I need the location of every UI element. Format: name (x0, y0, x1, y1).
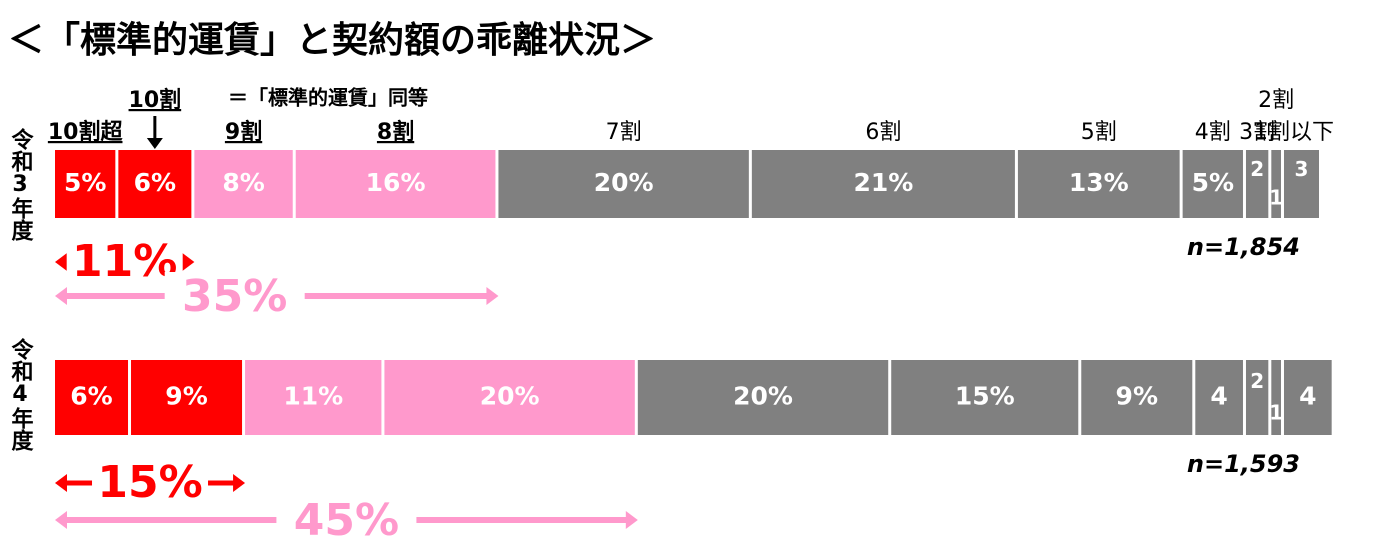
value-label: 2 (1250, 157, 1264, 181)
category-label: 9割 (225, 119, 262, 145)
bar-segment (131, 360, 243, 435)
note: ＝「標準的運賃」同等 (228, 86, 428, 110)
arrow-head (55, 511, 67, 529)
category-label: 7割 (606, 120, 642, 145)
category-label: 3割 (1239, 120, 1275, 145)
bar-segment (1245, 150, 1269, 218)
label-bg (164, 272, 305, 320)
value-label: 3 (1295, 157, 1309, 181)
n-label: n=1,593 (1187, 450, 1300, 478)
bar-segment (1017, 150, 1180, 218)
category-label: 8割 (377, 119, 414, 145)
bar-segment (384, 360, 635, 435)
pointer-head (146, 138, 163, 149)
bar-segment (1182, 150, 1243, 218)
bar-segment (55, 360, 129, 435)
arrow-head (486, 287, 499, 305)
share-label: 11% (72, 236, 177, 287)
arrow-head (55, 474, 67, 492)
row-label: 令和3年度 (8, 127, 34, 242)
category-label: 10割 (129, 87, 182, 113)
value-label: 4 (1299, 382, 1316, 411)
arrow-head (625, 511, 638, 529)
category-label: 6割 (865, 120, 901, 145)
category-label: 1割以下 (1254, 120, 1334, 145)
bar-segment (1283, 150, 1319, 218)
value-label: 15% (955, 382, 1015, 411)
share-label: 45% (294, 495, 399, 546)
arrow-head (55, 253, 67, 271)
label-bg (92, 461, 209, 505)
bar-segment (1195, 360, 1243, 435)
category-label: 2割 (1258, 88, 1294, 113)
bar-segment (1283, 360, 1332, 435)
category-label: 4割 (1195, 120, 1231, 145)
share-label: 35% (182, 271, 287, 322)
bar-segment (118, 150, 192, 218)
bar-segment (1271, 360, 1281, 435)
value-label: 6% (70, 382, 112, 411)
category-label: 10割超 (48, 119, 124, 145)
value-label: 8% (222, 168, 264, 197)
value-label: 5% (1192, 168, 1234, 197)
bar-segment (295, 150, 496, 218)
value-label: 1 (1269, 185, 1283, 209)
value-label: 6% (134, 168, 176, 197)
arrow-head (182, 253, 195, 271)
arrow-head (55, 287, 67, 305)
value-label: 9% (1116, 382, 1158, 411)
value-label: 5% (64, 168, 106, 197)
n-label: n=1,854 (1187, 233, 1300, 261)
value-label: 11% (283, 382, 343, 411)
bar-segment (751, 150, 1015, 218)
label-bg (276, 496, 417, 544)
value-label: 20% (594, 168, 654, 197)
bar-segment (1245, 360, 1269, 435)
value-label: 1 (1269, 401, 1283, 425)
bar-segment (1271, 150, 1281, 218)
value-label: 20% (480, 382, 540, 411)
bar-segment (498, 150, 749, 218)
share-label: 15% (97, 457, 202, 508)
value-label: 4 (1210, 382, 1227, 411)
bar-segment (637, 360, 889, 435)
value-label: 20% (733, 382, 793, 411)
arrow-head (233, 474, 246, 492)
bar-segment (245, 360, 382, 435)
label-bg (66, 240, 183, 284)
bar-segment (891, 360, 1079, 435)
row-label: 令和4年度 (8, 337, 34, 452)
bar-segment (194, 150, 293, 218)
value-label: 21% (853, 168, 913, 197)
bar-segment (55, 150, 116, 218)
value-label: 2 (1250, 369, 1264, 393)
value-label: 16% (366, 168, 426, 197)
bar-segment (1081, 360, 1193, 435)
chart-title: ＜「標準的運賃」と契約額の乖離状況＞ (8, 20, 656, 61)
value-label: 13% (1069, 168, 1129, 197)
value-label: 9% (165, 382, 207, 411)
category-label: 5割 (1081, 120, 1117, 145)
